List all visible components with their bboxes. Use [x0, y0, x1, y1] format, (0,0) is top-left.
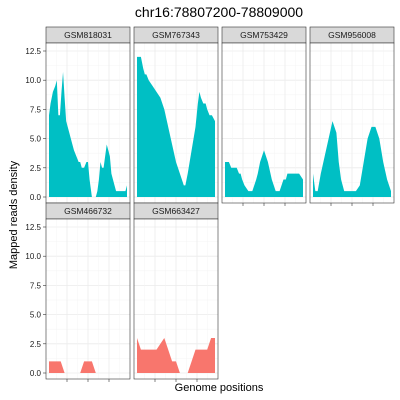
x-axis-title: Genome positions	[175, 382, 264, 394]
strip-label: GSM466732	[64, 206, 112, 216]
facet-panels: GSM818031 0.0 2.5 5.0 7.5 10.0 12.5 GSM767343 GS…	[25, 26, 395, 382]
y-tick-label: 2.5	[30, 340, 42, 349]
chart-title: chr16:78807200-78809000	[135, 4, 303, 20]
area-series-gsm466732	[49, 361, 127, 373]
panel-gsm818031: GSM818031 0.0 2.5 5.0 7.5 10.0 12.5	[25, 26, 131, 204]
y-tick-label: 10.0	[25, 252, 41, 261]
area-series-gsm663427	[137, 337, 215, 373]
y-tick-label: 5.0	[30, 311, 42, 320]
panel-gsm466732: GSM466732 0.0 2.5 5.0 7.5 10.0 12.5	[25, 202, 131, 382]
strip-label: GSM767343	[152, 30, 200, 40]
strip-label: GSM753429	[240, 30, 288, 40]
y-axis-title: Mapped reads density	[8, 160, 20, 269]
y-tick-label: 0.0	[30, 193, 42, 202]
y-tick-label: 7.5	[30, 281, 42, 290]
y-tick-label: 12.5	[25, 47, 41, 56]
y-tick-label: 12.5	[25, 223, 41, 232]
panel-gsm663427: GSM663427	[133, 202, 219, 382]
y-tick-label: 5.0	[30, 135, 42, 144]
y-tick-label: 10.0	[25, 76, 41, 85]
strip-label: GSM956008	[328, 30, 376, 40]
area-series-gsm767343	[137, 56, 215, 198]
panel-gsm767343: GSM767343	[133, 26, 219, 204]
strip-label: GSM663427	[152, 206, 200, 216]
y-tick-label: 7.5	[30, 105, 42, 114]
area-series-gsm956008	[313, 121, 391, 197]
y-tick-label: 2.5	[30, 164, 42, 173]
strip-label: GSM818031	[64, 30, 112, 40]
y-tick-label: 0.0	[30, 369, 42, 378]
panel-gsm956008: GSM956008	[309, 26, 395, 206]
panel-gsm753429: GSM753429	[221, 26, 307, 206]
area-series-gsm818031	[49, 72, 127, 197]
area-series-gsm753429	[225, 150, 303, 197]
